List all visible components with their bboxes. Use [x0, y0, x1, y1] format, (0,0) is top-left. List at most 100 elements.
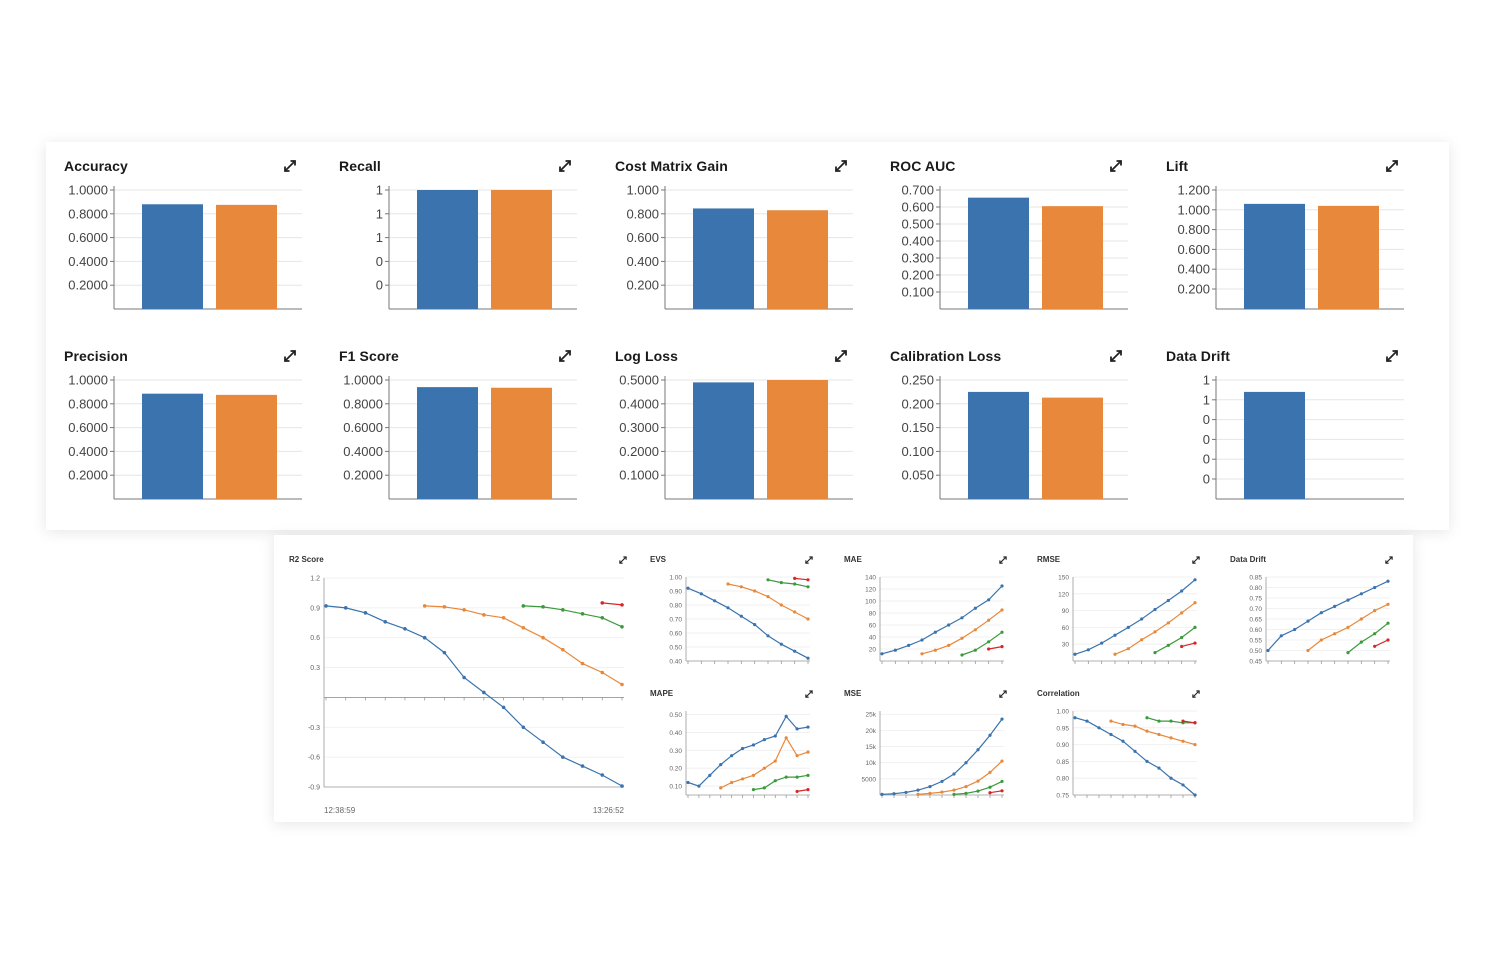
data-point[interactable] — [1113, 633, 1117, 637]
data-point[interactable] — [793, 576, 797, 580]
data-point[interactable] — [541, 605, 545, 609]
data-point[interactable] — [600, 773, 605, 777]
data-point[interactable] — [773, 734, 777, 738]
data-point[interactable] — [1386, 602, 1390, 606]
data-point[interactable] — [740, 746, 745, 751]
data-point[interactable] — [1180, 589, 1184, 593]
data-point[interactable] — [762, 737, 766, 742]
data-point[interactable] — [1181, 719, 1185, 723]
data-point[interactable] — [976, 748, 980, 752]
data-point[interactable] — [1000, 779, 1004, 784]
data-point[interactable] — [795, 789, 799, 794]
expand-button[interactable] — [282, 158, 298, 174]
data-point[interactable] — [1306, 648, 1310, 653]
expand-button[interactable] — [1191, 689, 1201, 699]
data-point[interactable] — [739, 585, 743, 589]
data-point[interactable] — [1145, 759, 1149, 763]
data-point[interactable] — [740, 777, 745, 781]
data-point[interactable] — [1180, 611, 1184, 615]
expand-button[interactable] — [1108, 348, 1124, 364]
data-point[interactable] — [1000, 789, 1004, 793]
data-point[interactable] — [751, 788, 756, 792]
expand-button[interactable] — [557, 158, 573, 174]
data-point[interactable] — [793, 610, 797, 614]
data-point[interactable] — [1000, 645, 1004, 649]
data-point[interactable] — [1193, 793, 1197, 797]
data-point[interactable] — [343, 606, 348, 610]
data-point[interactable] — [973, 648, 977, 652]
data-point[interactable] — [973, 628, 977, 632]
data-point[interactable] — [1169, 776, 1173, 780]
data-point[interactable] — [1073, 652, 1077, 656]
data-point[interactable] — [795, 775, 799, 779]
data-point[interactable] — [976, 789, 980, 793]
data-point[interactable] — [947, 623, 951, 627]
data-point[interactable] — [933, 630, 937, 634]
data-point[interactable] — [793, 649, 797, 653]
data-point[interactable] — [1169, 719, 1173, 723]
data-point[interactable] — [762, 766, 766, 770]
data-point[interactable] — [1126, 625, 1130, 629]
data-point[interactable] — [1085, 719, 1089, 723]
data-point[interactable] — [933, 648, 937, 652]
data-point[interactable] — [1181, 783, 1185, 787]
data-point[interactable] — [719, 786, 723, 790]
data-point[interactable] — [462, 675, 466, 680]
data-point[interactable] — [1333, 604, 1337, 608]
data-point[interactable] — [751, 743, 756, 747]
data-point[interactable] — [580, 612, 585, 616]
data-point[interactable] — [1109, 732, 1113, 737]
data-point[interactable] — [766, 595, 770, 599]
data-point[interactable] — [1193, 601, 1197, 605]
data-point[interactable] — [1386, 621, 1390, 625]
data-point[interactable] — [726, 582, 730, 586]
data-point[interactable] — [1373, 609, 1377, 613]
data-point[interactable] — [904, 790, 908, 795]
data-point[interactable] — [730, 754, 734, 758]
data-point[interactable] — [920, 638, 924, 642]
data-point[interactable] — [762, 786, 766, 790]
data-point[interactable] — [795, 754, 799, 758]
expand-button[interactable] — [557, 348, 573, 364]
expand-button[interactable] — [804, 555, 814, 565]
data-point[interactable] — [784, 775, 788, 779]
data-point[interactable] — [1279, 634, 1283, 638]
data-point[interactable] — [713, 599, 717, 603]
data-point[interactable] — [916, 788, 920, 792]
data-point[interactable] — [1153, 651, 1157, 655]
data-point[interactable] — [806, 617, 810, 621]
data-point[interactable] — [1157, 732, 1161, 737]
data-point[interactable] — [1181, 739, 1185, 743]
data-point[interactable] — [686, 780, 690, 785]
data-point[interactable] — [753, 623, 757, 627]
data-point[interactable] — [952, 772, 956, 776]
expand-button[interactable] — [1191, 555, 1201, 565]
data-point[interactable] — [1126, 647, 1130, 651]
data-point[interactable] — [1386, 638, 1390, 642]
data-point[interactable] — [773, 779, 777, 783]
data-point[interactable] — [793, 582, 797, 586]
data-point[interactable] — [1166, 621, 1170, 625]
expand-button[interactable] — [1384, 158, 1400, 174]
data-point[interactable] — [960, 653, 964, 657]
data-point[interactable] — [699, 592, 703, 596]
expand-button[interactable] — [1108, 158, 1124, 174]
data-point[interactable] — [806, 656, 810, 660]
expand-button[interactable] — [282, 348, 298, 364]
data-point[interactable] — [784, 714, 788, 718]
data-point[interactable] — [766, 578, 770, 582]
data-point[interactable] — [1000, 584, 1004, 588]
data-point[interactable] — [1193, 625, 1197, 629]
data-point[interactable] — [1346, 625, 1350, 629]
data-point[interactable] — [1373, 585, 1377, 590]
data-point[interactable] — [697, 784, 701, 788]
data-point[interactable] — [561, 647, 565, 652]
data-point[interactable] — [1109, 719, 1113, 723]
data-point[interactable] — [1333, 632, 1337, 636]
data-point[interactable] — [960, 636, 964, 640]
data-point[interactable] — [422, 635, 427, 640]
data-point[interactable] — [1145, 716, 1149, 720]
expand-button[interactable] — [998, 555, 1008, 565]
data-point[interactable] — [960, 616, 964, 620]
data-point[interactable] — [1000, 759, 1004, 763]
